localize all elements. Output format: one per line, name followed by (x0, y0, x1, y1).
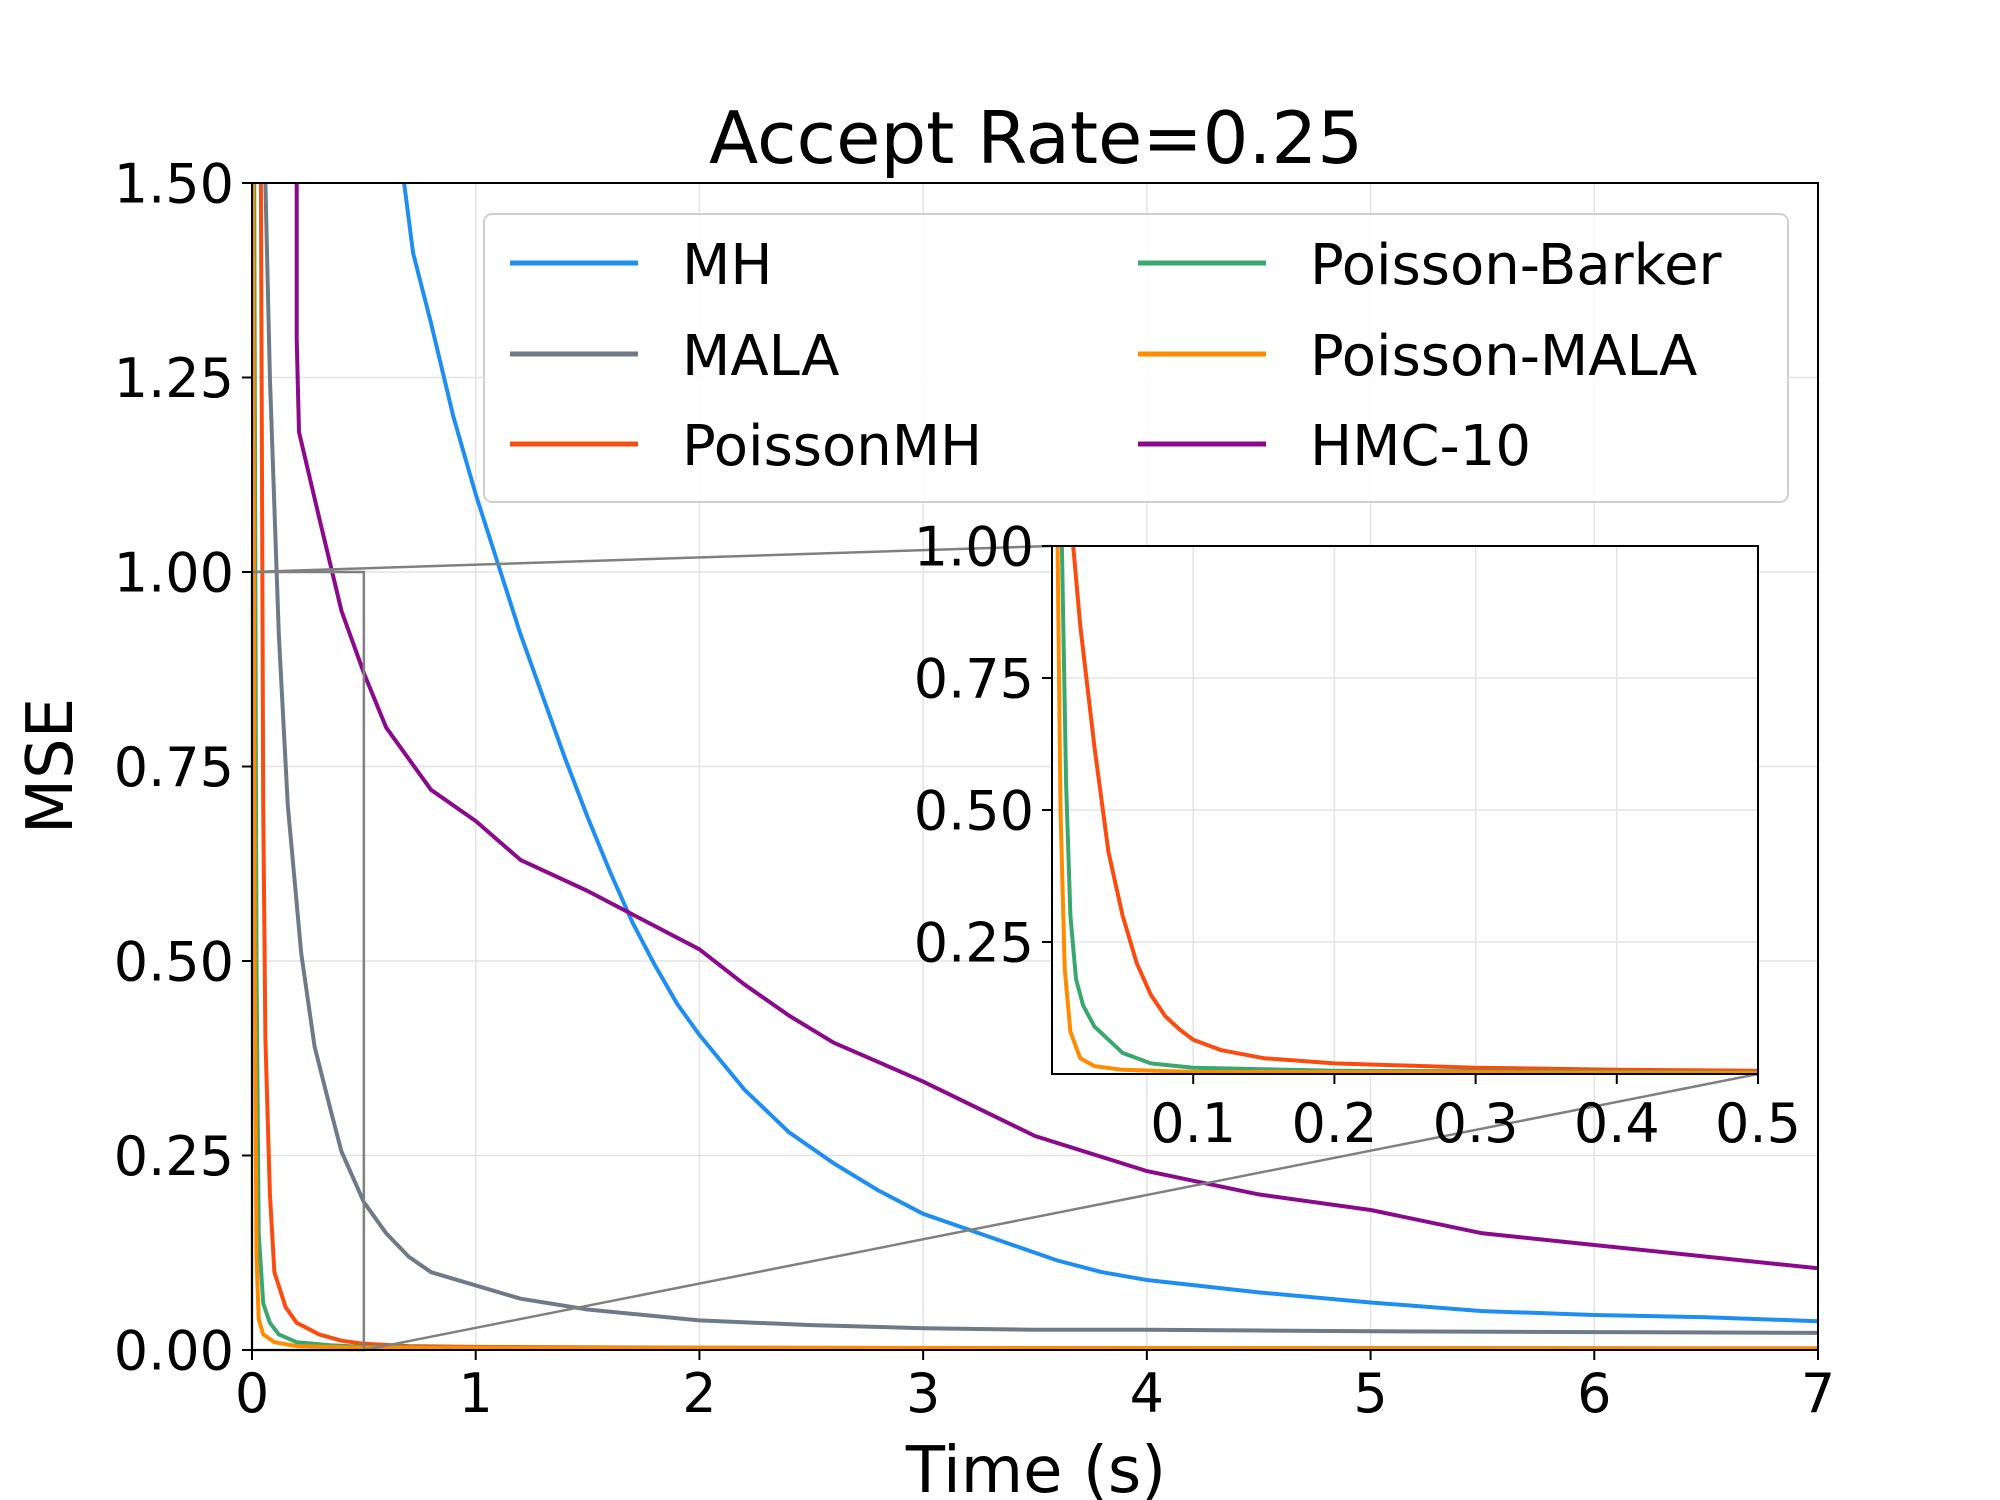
x-tick-label: 0.1 (1150, 1092, 1236, 1155)
zoom-connector-bottom (363, 1072, 1759, 1352)
x-tick-label: 1 (459, 1362, 493, 1425)
y-tick-label: 0.00 (114, 1319, 234, 1382)
series-line-poisson-barker (1059, 546, 1758, 1074)
y-tick-label: 0.50 (114, 930, 234, 993)
y-axis-label: MSE (14, 698, 88, 834)
x-tick-label: 0.4 (1574, 1092, 1660, 1155)
y-tick-label: 1.50 (114, 152, 234, 215)
x-tick-label: 0 (235, 1362, 269, 1425)
x-tick-label: 2 (682, 1362, 716, 1425)
x-axis-label: Time (s) (905, 1434, 1166, 1500)
x-tick-label: 3 (906, 1362, 940, 1425)
legend-label-poissonmh: PoissonMH (682, 414, 982, 479)
x-tick-label: 4 (1130, 1362, 1164, 1425)
series-line-mala (263, 183, 1818, 1335)
y-tick-label: 1.00 (114, 541, 234, 604)
main-ticks: 0 1 2 3 4 5 6 7 0.00 0.25 0.50 0.75 1.00 1.25 1.50 (114, 152, 1835, 1425)
x-tick-label: 0.3 (1433, 1092, 1519, 1155)
inset-series (1055, 546, 1758, 1074)
legend-label-mh: MH (682, 233, 772, 298)
y-tick-label: 0.25 (914, 911, 1034, 974)
y-tick-label: 0.50 (914, 779, 1034, 842)
inset-ticks: 0.1 0.2 0.3 0.4 0.5 0.25 0.50 0.75 1.00 (914, 515, 1801, 1155)
legend: MH MALA PoissonMH Poisson-Barker Poisson-MAL… (483, 213, 1789, 503)
zoom-connector-top (251, 544, 1053, 574)
series-line-poissonmh (1071, 546, 1758, 1073)
legend-frame (483, 213, 1789, 503)
series-line-hmc-10 (294, 183, 1818, 1271)
x-tick-label: 0.2 (1291, 1092, 1377, 1155)
legend-label-hmc-10: HMC-10 (1310, 414, 1531, 479)
legend-label-poisson-barker: Poisson-Barker (1310, 233, 1723, 298)
series-line-poisson-mala (1055, 546, 1758, 1074)
y-tick-label: 0.25 (114, 1125, 234, 1188)
legend-label-poisson-mala: Poisson-MALA (1310, 324, 1697, 389)
y-tick-label: 1.25 (114, 347, 234, 410)
chart-title: Accept Rate=0.25 (709, 96, 1363, 180)
inset-plot: 0.1 0.2 0.3 0.4 0.5 0.25 0.50 0.75 1.00 (914, 515, 1801, 1155)
x-tick-label: 5 (1353, 1362, 1387, 1425)
series-line-poisson-mala (252, 183, 1818, 1350)
x-tick-label: 6 (1577, 1362, 1611, 1425)
y-tick-label: 0.75 (914, 647, 1034, 710)
main-series (252, 183, 1818, 1350)
y-tick-label: 1.00 (914, 515, 1034, 578)
x-tick-label: 7 (1801, 1362, 1835, 1425)
x-tick-label: 0.5 (1715, 1092, 1801, 1155)
y-tick-label: 0.75 (114, 736, 234, 799)
legend-label-mala: MALA (682, 324, 839, 389)
